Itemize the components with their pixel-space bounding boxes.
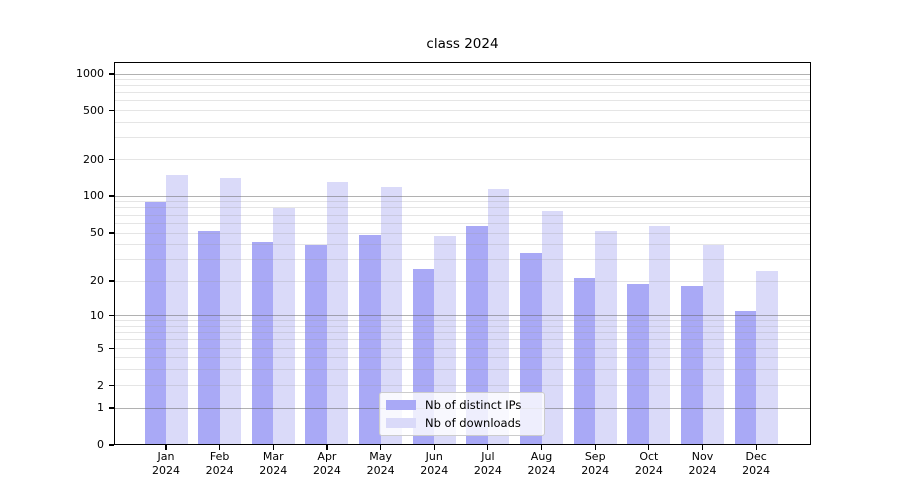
bars-layer [114, 62, 811, 445]
x-tick-label-sep: Sep 2024 [581, 450, 610, 477]
bar-distinct-ips-dec [734, 310, 757, 445]
x-tick-sep [594, 445, 596, 450]
y-tick-label-0: 0 [97, 438, 104, 452]
bar-distinct-ips-feb [198, 230, 220, 445]
bar-downloads-dec [756, 271, 778, 445]
x-tick-label-jul: Jul 2024 [473, 450, 502, 477]
bar-downloads-feb [219, 178, 242, 445]
x-tick-label-oct: Oct 2024 [634, 450, 663, 477]
y-tick-5 [109, 347, 114, 350]
x-tick-may [380, 445, 382, 450]
bar-downloads-may [380, 187, 403, 445]
y-tick-label-1: 1 [97, 401, 104, 415]
y-tick-label-500: 500 [83, 103, 104, 117]
x-tick-jan [165, 445, 167, 450]
bar-distinct-ips-jan [144, 201, 166, 445]
bar-downloads-sep [595, 230, 617, 445]
x-tick-aug [540, 445, 543, 450]
x-tick-label-nov: Nov 2024 [688, 450, 717, 477]
x-tick-dec [755, 445, 757, 450]
y-tick-label-5: 5 [97, 341, 104, 355]
y-tick-label-1000: 1000 [76, 67, 104, 81]
y-tick-500 [109, 109, 114, 112]
y-tick-1 [109, 407, 114, 409]
bar-downloads-jan [166, 174, 188, 445]
x-tick-label-dec: Dec 2024 [742, 450, 771, 477]
x-tick-label-jan: Jan 2024 [152, 450, 180, 477]
legend-swatch-distinct-ips [386, 400, 416, 411]
chart-title: class 2024 [426, 36, 499, 52]
y-tick-20 [109, 280, 114, 282]
plot-area [114, 62, 811, 445]
y-tick-1000 [109, 73, 114, 75]
y-tick-2 [109, 384, 114, 387]
bar-downloads-oct [648, 226, 671, 445]
y-tick-label-2: 2 [97, 378, 104, 392]
legend: Nb of distinct IPs Nb of downloads [379, 392, 545, 436]
bar-distinct-ips-sep [573, 278, 596, 445]
legend-item-downloads: Nb of downloads [386, 416, 538, 430]
legend-label-distinct-ips: Nb of distinct IPs [425, 398, 522, 413]
x-tick-nov [701, 445, 704, 450]
x-tick-label-apr: Apr 2024 [312, 450, 341, 477]
x-tick-apr [326, 445, 328, 450]
x-tick-mar [272, 445, 274, 450]
y-tick-label-100: 100 [83, 189, 104, 203]
y-tick-label-200: 200 [83, 152, 104, 166]
y-tick-100 [109, 195, 114, 197]
bar-distinct-ips-mar [251, 242, 274, 445]
bar-downloads-aug [541, 211, 564, 445]
bar-distinct-ips-jul [466, 226, 488, 445]
y-tick-label-20: 20 [90, 274, 104, 288]
x-tick-jun [433, 445, 435, 450]
bar-distinct-ips-apr [305, 244, 327, 445]
x-tick-feb [219, 445, 221, 450]
legend-item-distinct-ips: Nb of distinct IPs [386, 398, 538, 412]
y-tick-10 [109, 314, 114, 317]
x-tick-label-jun: Jun 2024 [420, 450, 449, 477]
y-tick-label-50: 50 [90, 226, 104, 240]
bar-distinct-ips-oct [627, 283, 649, 445]
x-tick-label-may: May 2024 [366, 450, 395, 477]
bar-downloads-jul [487, 188, 510, 445]
bar-downloads-mar [273, 207, 295, 445]
y-tick-label-10: 10 [90, 308, 104, 322]
legend-swatch-downloads [386, 417, 416, 428]
y-tick-200 [109, 158, 114, 161]
x-tick-label-aug: Aug 2024 [527, 450, 556, 477]
legend-label-downloads: Nb of downloads [425, 415, 521, 430]
x-tick-label-feb: Feb 2024 [205, 450, 234, 477]
x-tick-jul [487, 445, 489, 450]
bar-distinct-ips-may [359, 235, 381, 445]
bar-downloads-nov [702, 244, 724, 445]
x-tick-oct [648, 445, 650, 450]
y-tick-50 [109, 232, 114, 234]
bar-downloads-apr [326, 182, 349, 445]
y-tick-0 [109, 444, 114, 446]
x-tick-label-mar: Mar 2024 [259, 450, 288, 477]
bar-distinct-ips-nov [681, 286, 703, 445]
